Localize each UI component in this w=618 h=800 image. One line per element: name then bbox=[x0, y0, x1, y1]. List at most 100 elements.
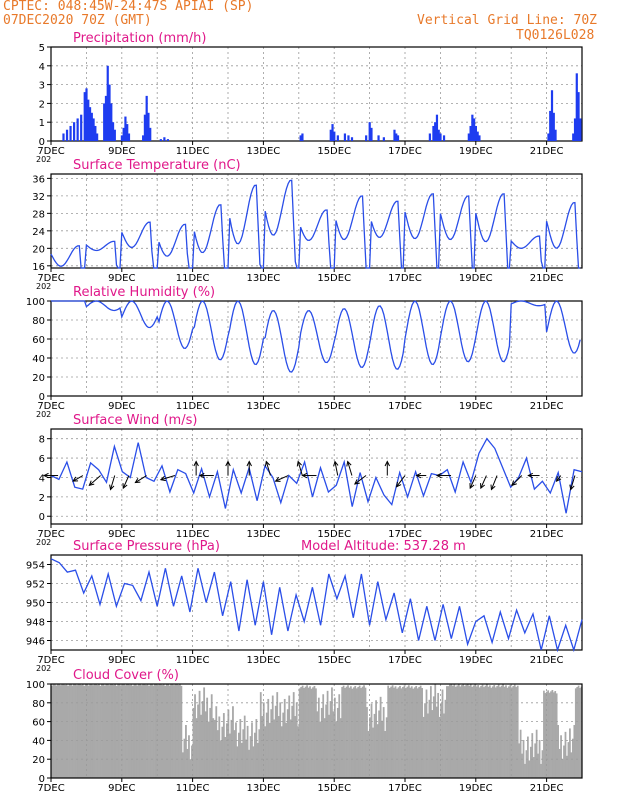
x-tick-label: 7DEC bbox=[37, 529, 64, 540]
cloud-bar bbox=[56, 684, 59, 778]
precip-bar bbox=[554, 129, 557, 141]
cloud-bar bbox=[490, 687, 493, 778]
cloud-bar bbox=[121, 684, 124, 778]
cloud-bar bbox=[344, 688, 346, 778]
cloud-bar bbox=[361, 686, 364, 778]
cloud-bar bbox=[332, 711, 335, 778]
x-year-fragment: 202 bbox=[36, 538, 51, 547]
cloud-bar bbox=[406, 686, 409, 778]
cloud-bar bbox=[306, 685, 308, 778]
wind-series-line bbox=[50, 437, 583, 514]
cloud-bar bbox=[399, 685, 401, 778]
cloud-bar bbox=[435, 706, 438, 778]
cloud-bar bbox=[387, 685, 390, 778]
cloud-bar bbox=[53, 684, 56, 778]
cloud-bar bbox=[136, 685, 139, 778]
cloud-bar bbox=[494, 687, 497, 778]
cloud-bar bbox=[130, 684, 133, 778]
precip-panel: Precipitation (mm/h) 0 1 2 3 4 5 7DEC 9DEC 11DEC 1… bbox=[36, 31, 583, 164]
cloud-bar bbox=[560, 735, 562, 778]
cloud-bar bbox=[86, 684, 89, 778]
cloud-bar bbox=[351, 688, 354, 778]
cloud-bar bbox=[80, 684, 83, 778]
cloud-bar bbox=[535, 729, 538, 778]
cloud-bar bbox=[419, 685, 422, 778]
precip-bar bbox=[435, 114, 439, 141]
cloud-bar bbox=[106, 684, 109, 778]
cloud-bar bbox=[393, 687, 395, 778]
cloud-bar bbox=[521, 753, 523, 778]
wind-vector-head bbox=[555, 476, 562, 483]
precip-bar bbox=[108, 84, 111, 141]
cloud-bar bbox=[487, 686, 490, 778]
wind-vector bbox=[297, 461, 303, 476]
x-tick-label: 13DEC bbox=[247, 146, 281, 157]
cloud-bar bbox=[424, 703, 426, 778]
cloud-bar bbox=[285, 722, 288, 778]
cloud-bar bbox=[493, 685, 496, 778]
x-tick-label: 11DEC bbox=[176, 655, 210, 666]
cloud-bar bbox=[496, 686, 499, 778]
precip-bar bbox=[572, 133, 575, 141]
cloud-bar bbox=[120, 685, 122, 778]
cloud-bar bbox=[239, 719, 242, 778]
cloud-bar bbox=[64, 684, 67, 778]
cloud-bar bbox=[400, 688, 403, 778]
cloud-bar bbox=[394, 686, 397, 778]
cloud-bar bbox=[65, 684, 68, 778]
rh-grid bbox=[51, 301, 582, 396]
cloud-bar bbox=[352, 687, 355, 778]
cloud-bar bbox=[355, 688, 358, 778]
cloud-bar bbox=[131, 685, 134, 778]
x-tick-label: 9DEC bbox=[108, 655, 135, 666]
cloud-bar bbox=[279, 702, 282, 778]
cloud-bar bbox=[83, 685, 86, 778]
cloud-bar bbox=[552, 692, 555, 778]
cloud-bar bbox=[222, 713, 225, 778]
cloud-bar bbox=[171, 684, 174, 778]
wind-vector-head bbox=[225, 460, 231, 467]
cloud-bar bbox=[73, 684, 75, 778]
cloud-bar bbox=[261, 716, 264, 778]
x-tick-label: 9DEC bbox=[108, 273, 135, 284]
precip-bar bbox=[62, 133, 65, 141]
cloud-bar bbox=[180, 685, 183, 778]
wind-vector-head bbox=[193, 460, 199, 467]
x-tick-label: 11DEC bbox=[176, 529, 210, 540]
y-tick-label: 28 bbox=[32, 209, 45, 220]
cloud-bar bbox=[363, 685, 365, 778]
x-tick-label: 15DEC bbox=[317, 146, 351, 157]
wind-vector-head bbox=[480, 483, 486, 490]
precip-bar bbox=[69, 125, 72, 141]
cloud-bar bbox=[114, 684, 117, 778]
cloud-bar bbox=[271, 695, 274, 778]
cloud-bar bbox=[329, 701, 332, 778]
cloud-bar bbox=[99, 685, 102, 778]
cloud-bar bbox=[573, 725, 576, 778]
cloud-bar bbox=[503, 686, 506, 778]
cloud-bar bbox=[372, 727, 374, 778]
cloud-bar bbox=[273, 719, 276, 778]
precip-bar bbox=[85, 88, 88, 141]
wind-vector-head bbox=[159, 475, 166, 482]
pressure-subtitle: Model Altitude: 537.28 m bbox=[301, 539, 466, 554]
cloud-bar bbox=[428, 699, 431, 778]
cloud-bar bbox=[167, 684, 170, 778]
cloud-bar bbox=[289, 719, 292, 778]
precip-bar bbox=[439, 133, 442, 141]
cloud-bar bbox=[51, 685, 53, 778]
pressure-panel: Surface Pressure (hPa) Model Altitude: 53… bbox=[26, 539, 583, 673]
cloud-bar bbox=[102, 684, 105, 778]
cloud-bar bbox=[162, 684, 165, 778]
precip-bar bbox=[159, 139, 162, 141]
cloud-bar bbox=[331, 687, 333, 778]
y-tick-label: 80 bbox=[32, 699, 45, 710]
cloud-bar bbox=[543, 690, 545, 778]
precip-bar bbox=[473, 118, 476, 141]
y-tick-label: 24 bbox=[32, 227, 45, 238]
wind-vector bbox=[511, 475, 523, 486]
cloud-bar bbox=[567, 742, 570, 778]
wind-vector bbox=[72, 475, 84, 482]
cloud-bar bbox=[397, 687, 400, 778]
cloud-bar bbox=[170, 684, 172, 778]
